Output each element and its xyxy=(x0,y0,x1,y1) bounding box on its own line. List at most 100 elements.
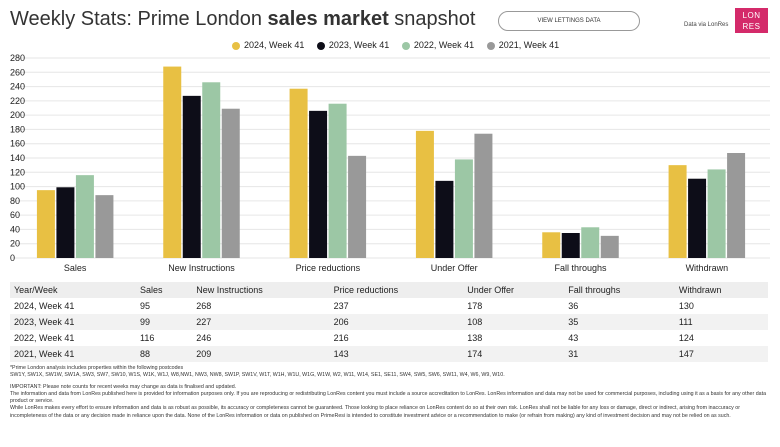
y-tick-label: 0 xyxy=(10,253,15,263)
view-lettings-data-button[interactable]: VIEW LETTINGS DATA xyxy=(498,11,640,31)
bar xyxy=(561,233,580,258)
table-cell: 227 xyxy=(192,314,330,330)
table-cell: 178 xyxy=(463,298,565,314)
bar xyxy=(688,178,707,258)
legend-dot-2022 xyxy=(401,41,410,50)
y-tick-label: 180 xyxy=(10,124,25,134)
bar xyxy=(600,235,619,258)
table-cell: 2021, Week 41 xyxy=(10,346,137,362)
bar xyxy=(581,227,600,258)
table-header-cell: Price reductions xyxy=(329,282,464,298)
table-header-cell: Fall throughs xyxy=(564,282,675,298)
y-tick-label: 100 xyxy=(10,182,25,192)
x-tick-label: Sales xyxy=(64,263,87,273)
legend-dot-2023 xyxy=(316,41,325,50)
table-header-row: Year/Week Sales New Instructions Price r… xyxy=(10,282,768,298)
bar xyxy=(182,95,201,258)
y-tick-label: 80 xyxy=(10,196,20,206)
x-tick-label: Withdrawn xyxy=(686,263,729,273)
table-cell: 2022, Week 41 xyxy=(10,330,137,346)
logo-line-1: LON xyxy=(742,11,761,20)
bar xyxy=(95,195,114,258)
table-header-cell: Under Offer xyxy=(463,282,565,298)
y-tick-label: 120 xyxy=(10,167,25,177)
bar xyxy=(707,169,726,258)
bar xyxy=(56,187,75,258)
table-cell: 143 xyxy=(329,346,464,362)
table-cell: 111 xyxy=(674,314,768,330)
table-cell: 43 xyxy=(564,330,675,346)
x-tick-label: New Instructions xyxy=(168,263,235,273)
important-note: IMPORTANT: Please note counts for recent… xyxy=(10,383,237,390)
bar xyxy=(202,82,221,259)
bar xyxy=(435,180,454,258)
legend-item-2023: 2023, Week 41 xyxy=(316,40,390,50)
bar xyxy=(454,159,473,258)
x-tick-label: Fall throughs xyxy=(554,263,607,273)
legend-item-2021: 2021, Week 41 xyxy=(486,40,560,50)
bar xyxy=(163,66,182,258)
legend-label: 2024, Week 41 xyxy=(244,40,305,50)
postcodes-list: SW1Y, SW1X, SW1W, SW1A, SW3, SW7, SW10, … xyxy=(10,372,505,379)
table-header-cell: Sales xyxy=(136,282,193,298)
y-tick-label: 280 xyxy=(10,54,25,63)
table-cell: 2023, Week 41 xyxy=(10,314,137,330)
bar xyxy=(348,155,367,258)
table-cell: 246 xyxy=(192,330,330,346)
table-cell: 206 xyxy=(329,314,464,330)
table-header-cell: New Instructions xyxy=(192,282,330,298)
y-tick-label: 220 xyxy=(10,96,25,106)
legend-dot-2021 xyxy=(486,41,495,50)
disclaimer-note: While LonRes makes every effort to ensur… xyxy=(10,405,740,419)
table-header-cell: Year/Week xyxy=(10,282,137,298)
stats-table: Year/Week Sales New Instructions Price r… xyxy=(10,282,768,362)
table-cell: 116 xyxy=(136,330,193,346)
bar xyxy=(727,153,746,258)
y-tick-label: 160 xyxy=(10,139,25,149)
source-label: Data via LonRes xyxy=(684,22,729,28)
page-title: Weekly Stats: Prime London sales market … xyxy=(10,8,476,30)
table-cell: 237 xyxy=(329,298,464,314)
bar xyxy=(542,232,561,258)
legend-label: 2021, Week 41 xyxy=(498,40,560,50)
y-tick-label: 240 xyxy=(10,82,25,92)
table-cell: 130 xyxy=(674,298,768,314)
table-cell: 138 xyxy=(463,330,565,346)
table-row: 2021, Week 41 88 209 143 174 31 147 xyxy=(10,346,768,362)
table-cell: 36 xyxy=(564,298,675,314)
lonres-logo[interactable]: LON RES xyxy=(735,8,768,33)
x-tick-label: Under Offer xyxy=(431,263,478,273)
info-note: The information and data from LonRes pub… xyxy=(10,390,767,405)
y-tick-label: 20 xyxy=(10,239,20,249)
bar xyxy=(668,165,687,258)
table-cell: 35 xyxy=(564,314,675,330)
legend-label: 2022, Week 41 xyxy=(413,40,475,50)
y-tick-label: 60 xyxy=(10,210,20,220)
bar xyxy=(309,110,328,258)
table-cell: 99 xyxy=(136,314,193,330)
y-tick-label: 40 xyxy=(10,224,20,234)
legend-dot-2024 xyxy=(232,41,240,50)
logo-line-2: RES xyxy=(742,22,761,31)
table-row: 2022, Week 41 116 246 216 138 43 124 xyxy=(10,330,768,346)
table-cell: 124 xyxy=(674,330,768,346)
x-tick-label: Price reductions xyxy=(296,263,361,273)
table-cell: 88 xyxy=(136,346,193,362)
table-row: 2024, Week 41 95 268 237 178 36 130 xyxy=(10,298,768,314)
chart-legend: 2024, Week 41 2023, Week 41 2022, Week 4… xyxy=(232,40,569,50)
y-tick-label: 260 xyxy=(10,67,25,77)
table-cell: 95 xyxy=(136,298,193,314)
table-cell: 174 xyxy=(463,346,565,362)
table-cell: 216 xyxy=(329,330,464,346)
legend-item-2022: 2022, Week 41 xyxy=(401,40,475,50)
footnotes: *Prime London analysis includes properti… xyxy=(10,365,770,420)
legend-item-2024: 2024, Week 41 xyxy=(232,40,304,50)
bar xyxy=(289,88,308,258)
postcodes-intro: *Prime London analysis includes properti… xyxy=(10,365,184,371)
bar xyxy=(221,108,240,258)
bar-chart: 0 20 40 60 80 100 120 140 160 180 200 220 240 260 280 S… xyxy=(10,54,770,273)
legend-label: 2023, Week 41 xyxy=(328,40,390,50)
table-cell: 268 xyxy=(192,298,330,314)
table-header-cell: Withdrawn xyxy=(674,282,768,298)
table-cell: 209 xyxy=(192,346,330,362)
